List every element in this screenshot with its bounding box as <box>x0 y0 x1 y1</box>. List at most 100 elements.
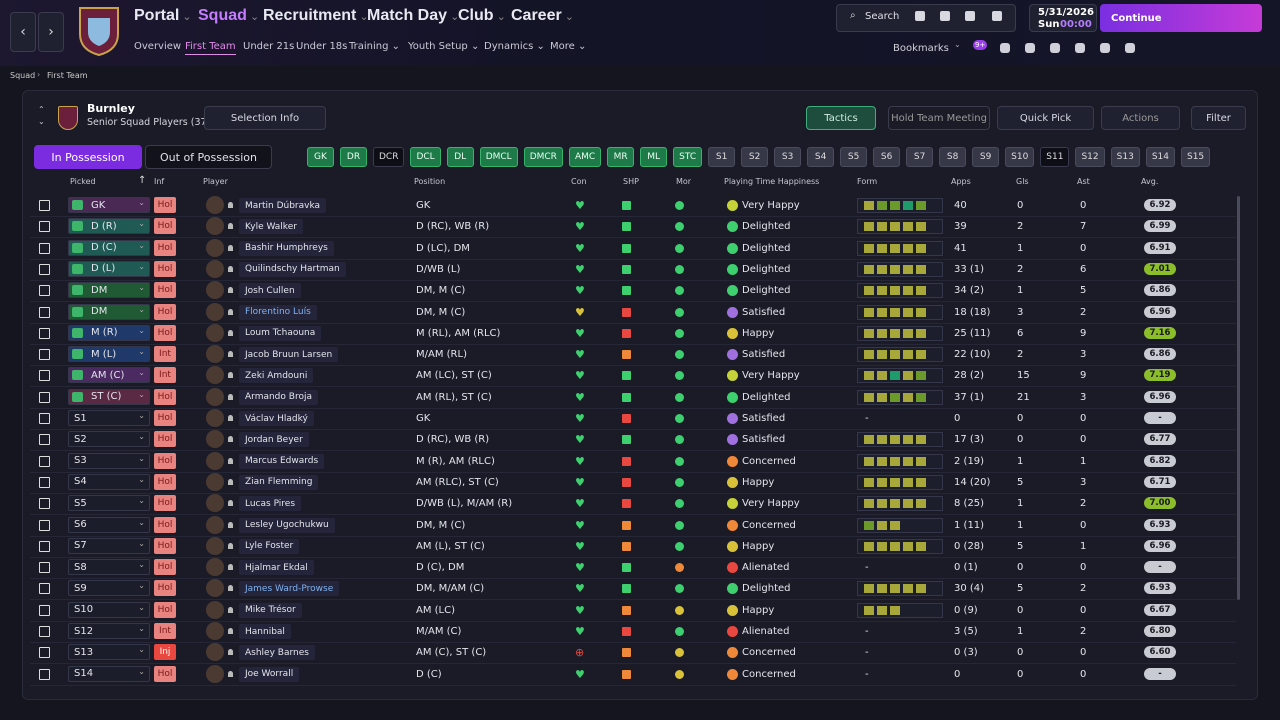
subnav-item[interactable]: First Team <box>185 41 236 55</box>
picked[interactable]: ST (C) ⌄ <box>68 388 150 405</box>
table-row[interactable]: DM ⌄ Hol Florentino Luís DM, M (C) ♥ Satisfied… <box>30 302 1236 324</box>
checkbox[interactable] <box>39 413 50 424</box>
player-name[interactable]: Quilindschy Hartman <box>239 261 346 277</box>
column-header[interactable]: Avg. <box>1141 177 1159 186</box>
position-chip[interactable]: S11 <box>1040 147 1070 167</box>
player-name[interactable]: Josh Cullen <box>239 283 301 299</box>
position-chip[interactable]: AMC <box>568 147 602 167</box>
checkbox[interactable] <box>39 349 50 361</box>
search-label[interactable]: Search <box>865 11 900 22</box>
tab[interactable]: In Possession <box>34 145 142 169</box>
checkbox[interactable] <box>39 498 50 510</box>
subnav-item[interactable]: Under 21s <box>243 41 295 52</box>
picked[interactable]: DM ⌄ <box>68 282 150 299</box>
table-row[interactable]: S5 ⌄ Hol Lucas Pires D/WB (L), M/AM (R) ♥ Very… <box>30 493 1236 516</box>
subnav-item[interactable]: Training ⌄ <box>349 41 401 52</box>
position-chip[interactable]: GK <box>307 147 334 167</box>
position-chip[interactable]: S13 <box>1110 147 1140 167</box>
table-row[interactable]: D (L) ⌄ Hol Quilindschy Hartman D/WB (L) ♥ Del… <box>30 259 1236 281</box>
continue-button[interactable]: Continue <box>1100 4 1262 32</box>
toolbar-icon[interactable] <box>965 11 975 21</box>
picked[interactable]: D (L) ⌄ <box>68 260 150 277</box>
table-row[interactable]: S4 ⌄ Hol Zian Flemming AM (RLC), ST (C) ♥ Happ… <box>30 472 1236 494</box>
checkbox[interactable] <box>39 583 50 595</box>
picked[interactable]: S3 ⌄ <box>68 452 150 469</box>
position-chip[interactable]: DL <box>446 147 474 167</box>
picked[interactable]: S6 ⌄ <box>68 516 150 533</box>
picked[interactable]: S2 ⌄ <box>68 431 150 448</box>
table-row[interactable]: ST (C) ⌄ Hol Armando Broja AM (RL), ST (C) ♥ D… <box>30 387 1236 409</box>
subnav-item[interactable]: Dynamics ⌄ <box>484 41 545 52</box>
position-chip[interactable]: S4 <box>807 147 835 167</box>
position-chip[interactable]: S7 <box>906 147 934 167</box>
player-name[interactable]: Lesley Ugochukwu <box>239 517 335 533</box>
checkbox[interactable] <box>39 327 50 339</box>
shortcut-icon[interactable] <box>1100 43 1110 53</box>
position-chip[interactable]: S15 <box>1180 147 1211 167</box>
position-chip[interactable]: MR <box>607 147 635 167</box>
checkbox[interactable] <box>39 200 50 211</box>
nav-item[interactable]: Squad ⌄ <box>198 7 260 24</box>
table-row[interactable]: S7 ⌄ Hol Lyle Foster AM (L), ST (C) ♥ Happy 0 (… <box>30 536 1236 558</box>
picked[interactable]: D (R) ⌄ <box>68 218 150 235</box>
picked[interactable]: M (R) ⌄ <box>68 324 150 341</box>
player-name[interactable]: Jacob Bruun Larsen <box>239 347 339 363</box>
picked[interactable]: GK ⌄ <box>68 197 150 213</box>
shortcut-icon[interactable] <box>1050 43 1060 53</box>
toolbar-icon[interactable] <box>915 11 925 21</box>
button-meeting[interactable]: Hold Team Meeting <box>888 106 990 130</box>
nav-item[interactable]: Recruitment ⌄ <box>263 7 369 24</box>
shortcut-icon[interactable] <box>1025 43 1035 53</box>
player-name[interactable]: Zian Flemming <box>239 474 319 490</box>
table-row[interactable]: D (R) ⌄ Hol Kyle Walker D (RC), WB (R) ♥ Delig… <box>30 216 1236 239</box>
player-name[interactable]: Mike Trésor <box>239 602 302 618</box>
player-name[interactable]: Lyle Foster <box>239 538 300 554</box>
position-chip[interactable]: ML <box>640 147 668 167</box>
checkbox[interactable] <box>39 221 50 233</box>
selection-info[interactable]: Selection Info <box>204 106 326 130</box>
position-chip[interactable]: DCL <box>410 147 441 167</box>
subnav-item[interactable]: Overview <box>134 41 182 52</box>
player-name[interactable]: Hannibal <box>239 624 291 639</box>
table-row[interactable]: M (R) ⌄ Hol Loum Tchaouna M (RL), AM (RLC) ♥ H… <box>30 323 1236 345</box>
checkbox[interactable] <box>39 263 50 275</box>
checkbox[interactable] <box>39 562 50 574</box>
column-header[interactable]: Apps <box>951 177 971 186</box>
forward-button[interactable]: › <box>38 12 64 52</box>
picked[interactable]: S7 ⌄ <box>68 537 150 554</box>
table-row[interactable]: D (C) ⌄ Hol Bashir Humphreys D (LC), DM ♥ Deli… <box>30 238 1236 260</box>
toolbar-icon[interactable] <box>940 11 950 21</box>
button-quick-pick[interactable]: Quick Pick <box>997 106 1094 130</box>
position-chip[interactable]: S3 <box>774 147 802 167</box>
player-name[interactable]: Hjalmar Ekdal <box>239 560 314 576</box>
player-name[interactable]: Bashir Humphreys <box>239 240 334 256</box>
player-name[interactable]: Martin Dúbravka <box>239 198 327 213</box>
player-name[interactable]: Václav Hladký <box>239 411 314 426</box>
button-filter[interactable]: Filter <box>1191 106 1246 130</box>
checkbox[interactable] <box>39 476 50 488</box>
picked[interactable]: S9 ⌄ <box>68 580 150 597</box>
checkbox[interactable] <box>39 306 50 318</box>
table-row[interactable]: AM (C) ⌄ Int Zeki Amdouni AM (LC), ST (C) ♥ Ve… <box>30 365 1236 388</box>
column-header[interactable]: Ast <box>1077 177 1090 186</box>
picked[interactable]: S4 ⌄ <box>68 473 150 490</box>
shortcut-icon[interactable] <box>1075 43 1085 53</box>
picked[interactable]: D (C) ⌄ <box>68 239 150 256</box>
position-chip[interactable]: S8 <box>939 147 967 167</box>
column-header[interactable]: Position <box>414 177 446 186</box>
picked[interactable]: S1 ⌄ <box>68 410 150 426</box>
player-name[interactable]: Lucas Pires <box>239 496 302 512</box>
position-chip[interactable]: S2 <box>741 147 769 167</box>
checkbox[interactable] <box>39 519 50 531</box>
checkbox[interactable] <box>39 604 50 616</box>
position-chip[interactable]: S9 <box>972 147 1000 167</box>
nav-item[interactable]: Career ⌄ <box>511 7 574 24</box>
checkbox[interactable] <box>39 455 50 467</box>
position-chip[interactable]: S14 <box>1145 147 1175 167</box>
shortcut-icon[interactable] <box>1125 43 1135 53</box>
toolbar-icon[interactable] <box>992 11 1002 21</box>
player-name[interactable]: Kyle Walker <box>239 219 303 235</box>
back-button[interactable]: ‹ <box>10 12 36 52</box>
player-name[interactable]: James Ward-Prowse <box>239 581 340 597</box>
checkbox[interactable] <box>39 647 50 659</box>
